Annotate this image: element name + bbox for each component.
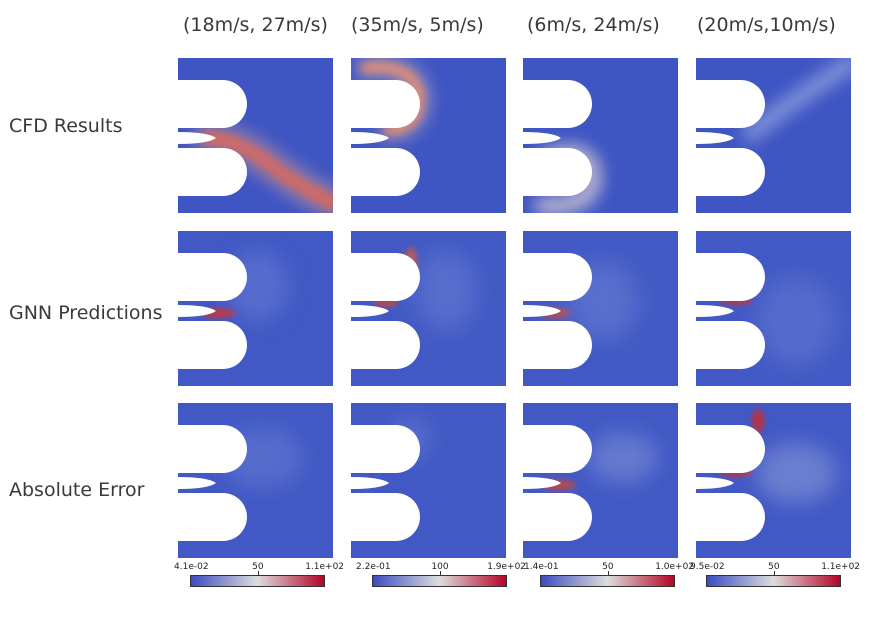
colorbar-4: 9.5e-02 50 1.1e+02 <box>690 562 860 592</box>
colorbar-tick-mark <box>257 571 259 576</box>
flow-field-image <box>351 58 506 213</box>
obstacle-geometry <box>351 80 420 196</box>
obstacle-geometry <box>178 80 247 196</box>
flow-field-image <box>523 403 678 558</box>
colorbar-2: 2.2e-01 100 1.9e+02 <box>356 562 526 592</box>
colorbar-tick-mark <box>439 571 441 576</box>
column-title-4: (20m/s,10m/s) <box>697 14 836 36</box>
colorbar-1: 4.1e-02 50 1.1e+02 <box>174 562 344 592</box>
column-title-1: (18m/s, 27m/s) <box>183 14 328 36</box>
colorbar-min-label: 4.1e-02 <box>174 562 209 572</box>
colorbar-gradient <box>706 575 841 587</box>
flow-region <box>756 443 836 503</box>
flow-field-panel-r2-c2 <box>351 231 506 386</box>
flow-region <box>752 409 764 433</box>
colorbar-3: 1.4e-01 50 1.0e+02 <box>524 562 694 592</box>
obstacle-geometry <box>351 253 420 369</box>
colorbar-gradient <box>372 575 507 587</box>
flow-field-image <box>351 231 506 386</box>
obstacle-geometry <box>178 253 247 369</box>
colorbar-mid-label: 50 <box>602 562 614 572</box>
flow-field-image <box>178 58 333 213</box>
colorbar-tick-mark <box>773 571 775 576</box>
flow-field-image <box>523 58 678 213</box>
flow-field-panel-r1-c4 <box>696 58 851 213</box>
colorbar-max-label: 1.1e+02 <box>821 562 861 572</box>
flow-jet <box>742 58 851 142</box>
flow-field-panel-r1-c2 <box>351 58 506 213</box>
colorbar-mid-label: 50 <box>768 562 780 572</box>
row-label-cfd: CFD Results <box>9 115 123 137</box>
column-title-3: (6m/s, 24m/s) <box>527 14 660 36</box>
obstacle-geometry <box>523 253 592 369</box>
obstacle-geometry <box>351 425 420 541</box>
colorbar-tick-mark <box>607 571 609 576</box>
colorbar-min-label: 1.4e-01 <box>524 562 559 572</box>
flow-jet <box>193 123 333 213</box>
flow-field-panel-r3-c2 <box>351 403 506 558</box>
flow-field-panel-r2-c1 <box>178 231 333 386</box>
obstacle-geometry <box>178 425 247 541</box>
column-title-2: (35m/s, 5m/s) <box>351 14 484 36</box>
flow-field-image <box>523 231 678 386</box>
flow-field-image <box>351 403 506 558</box>
flow-field-image <box>178 403 333 558</box>
colorbar-mid-label: 100 <box>431 562 449 572</box>
obstacle-geometry <box>523 425 592 541</box>
flow-region <box>416 251 476 331</box>
row-label-gnn: GNN Predictions <box>9 302 163 324</box>
colorbar-gradient <box>540 575 675 587</box>
colorbar-max-label: 1.0e+02 <box>655 562 695 572</box>
colorbar-min-label: 9.5e-02 <box>690 562 725 572</box>
obstacle-geometry <box>523 80 592 196</box>
flow-field-panel-r1-c3 <box>523 58 678 213</box>
flow-field-panel-r2-c3 <box>523 231 678 386</box>
colorbar-min-label: 2.2e-01 <box>356 562 391 572</box>
flow-region <box>588 433 658 483</box>
obstacle-geometry <box>696 80 765 196</box>
flow-field-panel-r2-c4 <box>696 231 851 386</box>
colorbar-max-label: 1.9e+02 <box>487 562 527 572</box>
flow-region <box>756 276 836 366</box>
flow-field-panel-r3-c1 <box>178 403 333 558</box>
colorbar-max-label: 1.1e+02 <box>305 562 345 572</box>
flow-field-image <box>696 58 851 213</box>
row-label-error: Absolute Error <box>9 479 145 501</box>
obstacle-geometry <box>696 253 765 369</box>
flow-field-panel-r3-c4 <box>696 403 851 558</box>
flow-field-image <box>696 231 851 386</box>
flow-field-panel-r3-c3 <box>523 403 678 558</box>
flow-field-panel-r1-c1 <box>178 58 333 213</box>
colorbar-gradient <box>190 575 325 587</box>
obstacle-geometry <box>696 425 765 541</box>
colorbar-mid-label: 50 <box>252 562 264 572</box>
flow-field-image <box>696 403 851 558</box>
flow-field-image <box>178 231 333 386</box>
